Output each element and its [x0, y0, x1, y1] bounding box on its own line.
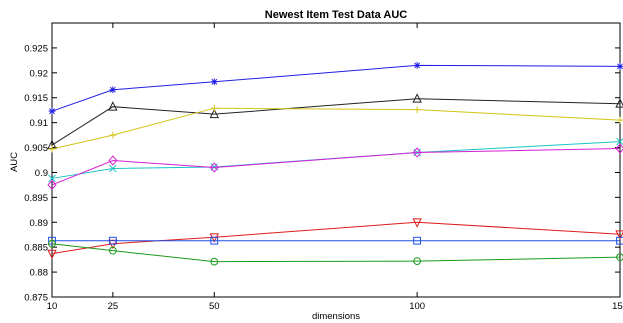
data-point-triangle-down [615, 230, 623, 240]
y-tick-label: 0.88 [30, 268, 49, 279]
x-tick-label: 25 [108, 301, 119, 312]
series-group [47, 61, 623, 266]
y-tick-label: 0.925 [24, 43, 48, 54]
data-point-x [616, 137, 623, 146]
y-tick-label: 0.875 [24, 293, 48, 304]
data-point-star [210, 78, 218, 86]
data-point-star [48, 107, 56, 115]
series-0 [48, 61, 623, 115]
data-point-x [109, 164, 117, 173]
data-point-star [413, 61, 421, 69]
data-point-square [108, 236, 117, 245]
data-point-circle [413, 257, 422, 266]
y-tick-label: 0.915 [24, 93, 48, 104]
data-point-plus [109, 131, 117, 139]
y-axis-label: AUC [9, 152, 20, 172]
series-2 [48, 104, 623, 153]
data-point-diamond [108, 155, 118, 166]
data-point-triangle-up [209, 108, 219, 119]
data-point-star [109, 86, 117, 94]
data-point-circle [616, 253, 623, 262]
data-point-diamond [209, 162, 219, 173]
data-point-square [616, 236, 623, 245]
data-point-circle [108, 246, 117, 255]
data-point-square [413, 236, 422, 245]
series-line [51, 98, 621, 146]
axis-ticks: 10 25 50 100 150 0.875 0.88 0.885 0.89 0.895 0.9 0.… [24, 23, 623, 312]
data-point-x [48, 174, 56, 183]
data-point-circle [48, 239, 56, 248]
x-tick-label: 150 [612, 301, 623, 312]
data-point-triangle-up [412, 93, 422, 103]
data-point-triangle-up [108, 101, 118, 111]
data-point-diamond [412, 147, 422, 158]
chart-title: Newest Item Test Data AUC [265, 9, 407, 21]
series-7 [48, 239, 623, 266]
y-tick-label: 0.91 [30, 118, 49, 129]
x-axis-label: dimensions [312, 311, 360, 322]
series-6 [48, 236, 623, 245]
series-line [51, 148, 621, 186]
data-point-plus [210, 104, 218, 112]
y-tick-label: 0.895 [24, 193, 48, 204]
y-tick-label: 0.92 [30, 68, 49, 79]
x-tick-label: 100 [409, 301, 425, 312]
y-tick-label: 0.905 [24, 143, 48, 154]
series-line [51, 243, 621, 263]
y-tick-label: 0.89 [30, 218, 49, 229]
plot-area [51, 22, 621, 298]
data-point-plus [413, 106, 421, 114]
y-tick-label: 0.9 [35, 168, 48, 179]
data-point-triangle-down [412, 218, 422, 228]
y-tick-label: 0.885 [24, 243, 48, 254]
data-point-plus [616, 116, 623, 124]
x-tick-label: 50 [209, 301, 220, 312]
data-point-plus [48, 145, 56, 153]
data-point-triangle-down [47, 249, 57, 260]
data-point-triangle-up [615, 98, 623, 108]
data-point-diamond [47, 179, 57, 191]
data-point-circle [210, 257, 219, 266]
data-point-square [210, 236, 219, 245]
x-tick-label: 10 [47, 301, 58, 312]
data-point-star [616, 62, 623, 70]
